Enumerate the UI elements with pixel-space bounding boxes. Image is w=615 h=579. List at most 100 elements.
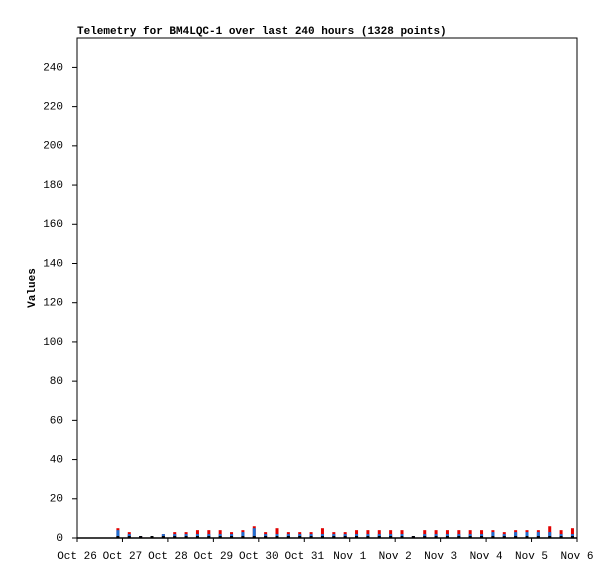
y-tick-label: 180	[43, 180, 63, 192]
bar	[366, 536, 370, 538]
bar	[389, 534, 393, 538]
bar	[161, 536, 165, 538]
bar	[559, 536, 563, 538]
bar	[218, 536, 222, 538]
bar	[332, 534, 336, 538]
y-tick-label: 20	[50, 494, 63, 506]
x-tick-label: Nov 1	[333, 551, 366, 563]
bar	[548, 532, 552, 538]
x-tick-label: Oct 31	[284, 551, 324, 563]
bar	[320, 536, 324, 538]
bar	[195, 536, 199, 538]
chart-title: Telemetry for BM4LQC-1 over last 240 hou…	[77, 26, 447, 38]
bar	[434, 536, 438, 538]
bar	[127, 536, 131, 538]
x-tick-label: Oct 28	[148, 551, 188, 563]
bar	[502, 534, 506, 538]
y-tick-label: 120	[43, 298, 63, 310]
bar	[525, 536, 529, 538]
bar	[332, 536, 336, 538]
bar	[445, 536, 449, 538]
bar	[184, 534, 188, 538]
bar	[264, 534, 268, 538]
plot-frame	[76, 37, 578, 539]
y-tick-label: 0	[56, 533, 63, 545]
bar	[355, 536, 359, 538]
bar	[139, 536, 143, 538]
bar	[491, 532, 495, 538]
bar	[218, 534, 222, 538]
bar	[241, 532, 245, 538]
bar	[286, 534, 290, 538]
bar	[264, 536, 268, 538]
bar	[457, 534, 461, 538]
bar	[150, 536, 154, 538]
bar	[116, 536, 120, 538]
bar	[400, 536, 404, 538]
bar	[173, 536, 177, 538]
y-tick-label: 140	[43, 258, 63, 270]
bar	[343, 534, 347, 538]
x-tick-label: Nov 5	[515, 551, 548, 563]
bar	[389, 536, 393, 538]
y-tick-label: 160	[43, 219, 63, 231]
bar	[491, 536, 495, 538]
y-tick-label: 200	[43, 141, 63, 153]
y-tick-label: 60	[50, 415, 63, 427]
x-tick-label: Nov 6	[560, 551, 593, 563]
y-tick-label: 220	[43, 102, 63, 114]
bar	[161, 534, 165, 538]
bar	[423, 534, 427, 538]
bar	[184, 536, 188, 538]
bar	[480, 534, 484, 538]
bar	[252, 536, 256, 538]
bar	[536, 536, 540, 538]
bar	[400, 534, 404, 538]
bar	[480, 536, 484, 538]
bar	[411, 536, 415, 538]
bar	[559, 534, 563, 538]
bar	[309, 536, 313, 538]
bar	[445, 534, 449, 538]
bar	[377, 534, 381, 538]
bar	[366, 534, 370, 538]
bar	[116, 530, 120, 538]
bar	[377, 536, 381, 538]
bar	[195, 534, 199, 538]
bar	[570, 534, 574, 538]
x-tick-label: Nov 3	[424, 551, 457, 563]
x-tick-label: Oct 27	[103, 551, 143, 563]
bar	[434, 534, 438, 538]
y-tick-label: 100	[43, 337, 63, 349]
bar	[309, 534, 313, 538]
bar	[570, 528, 574, 538]
bar	[252, 528, 256, 538]
bar	[320, 528, 324, 538]
bar	[570, 536, 574, 538]
bar	[468, 536, 472, 538]
bar	[525, 532, 529, 538]
bar	[275, 534, 279, 538]
bar	[241, 536, 245, 538]
bar	[423, 536, 427, 538]
y-axis-label: Values	[27, 268, 39, 308]
bar	[275, 536, 279, 538]
bar	[548, 536, 552, 538]
bar	[457, 536, 461, 538]
bar	[343, 536, 347, 538]
x-tick-label: Oct 30	[239, 551, 279, 563]
bar	[207, 536, 211, 538]
bar	[207, 534, 211, 538]
bar	[230, 536, 234, 538]
bar	[298, 536, 302, 538]
bar	[320, 534, 324, 538]
x-tick-label: Nov 4	[470, 551, 503, 563]
x-tick-label: Nov 2	[379, 551, 412, 563]
bar	[514, 532, 518, 538]
bar	[298, 534, 302, 538]
bar	[514, 536, 518, 538]
bar	[275, 528, 279, 538]
y-tick-label: 80	[50, 376, 63, 388]
bar	[230, 534, 234, 538]
